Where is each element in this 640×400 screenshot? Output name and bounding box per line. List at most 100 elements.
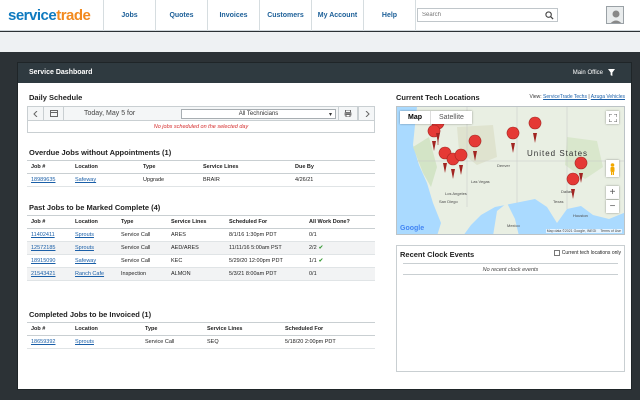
table-row[interactable]: 18915090 Safeway Service Call KEC 5/29/2…: [27, 254, 375, 268]
nav-help[interactable]: Help: [364, 0, 416, 31]
location-link[interactable]: Sprouts: [75, 232, 94, 238]
job-link[interactable]: 18989635: [31, 177, 56, 183]
link-separator: |: [588, 94, 590, 100]
col-type: Type: [139, 160, 199, 174]
terms-link[interactable]: Terms of Use: [600, 229, 621, 233]
work-done-count: 1/1: [309, 258, 317, 264]
nav-quotes[interactable]: Quotes: [156, 0, 208, 31]
map-pin-icon: [506, 126, 520, 140]
col-location: Location: [71, 160, 139, 174]
no-clock-events-message: No recent clock events: [403, 263, 618, 275]
table-row[interactable]: 11402411 Sprouts Service Call ARES 8/1/1…: [27, 228, 375, 242]
azuga-vehicles-link[interactable]: Azuga Vehicles: [590, 94, 625, 100]
tech-locations-heading: Current Tech Locations: [396, 93, 480, 102]
nav-customers[interactable]: Customers: [260, 0, 312, 31]
job-link[interactable]: 11402411: [31, 232, 55, 238]
dashboard-header: Service Dashboard Main Office: [18, 63, 631, 83]
type-cell: Service Call: [141, 335, 203, 349]
calendar-icon: [49, 110, 58, 117]
completed-heading: Completed Jobs to be Invoiced (1): [29, 310, 152, 319]
col-location: Location: [71, 322, 141, 336]
zoom-in-button[interactable]: +: [606, 186, 619, 199]
office-label: Main Office: [572, 69, 603, 76]
table-row[interactable]: 18659392 Sprouts Service Call SEQ 5/18/2…: [27, 335, 375, 349]
col-location: Location: [71, 215, 117, 229]
scheduled-cell: 5/3/21 8:00am PDT: [225, 267, 305, 281]
minus-icon: −: [609, 201, 616, 212]
type-cell: Service Call: [117, 228, 167, 242]
past-jobs-table: Job # Location Type Service Lines Schedu…: [27, 215, 375, 281]
nav-jobs[interactable]: Jobs: [104, 0, 156, 31]
job-link[interactable]: 21543421: [31, 271, 56, 277]
type-cell: Service Call: [117, 254, 167, 268]
type-cell: Inspection: [117, 267, 167, 281]
map-data-text: Map data ©2021 Google, INEGI: [546, 229, 597, 233]
chevron-left-icon: [32, 110, 37, 117]
calendar-button[interactable]: [44, 107, 64, 120]
search-icon[interactable]: [545, 11, 554, 20]
office-filter[interactable]: Main Office: [573, 69, 615, 76]
zoom-out-button[interactable]: −: [606, 200, 619, 213]
job-link[interactable]: 12572185: [31, 245, 56, 251]
current-locations-checkbox[interactable]: [553, 250, 560, 256]
satellite-tab[interactable]: Satellite: [430, 111, 472, 124]
table-row[interactable]: 18989635 Safeway Upgrade BRAIR 4/26/21: [27, 173, 375, 187]
col-service-lines: Service Lines: [167, 215, 225, 229]
map-attribution: Map data ©2021 Google, INEGI Terms of Us…: [545, 229, 622, 233]
servicetrade-techs-link[interactable]: ServiceTrade Techs: [543, 94, 587, 100]
work-done-cell: 2/2 ✔: [305, 241, 375, 255]
google-logo-text: Google: [400, 225, 425, 232]
search-box: [417, 8, 558, 22]
location-link[interactable]: Safeway: [75, 258, 97, 264]
col-scheduled-for: Scheduled For: [281, 322, 375, 336]
tech-map[interactable]: United States Las Vegas Los Angeles San …: [396, 106, 625, 235]
fullscreen-button[interactable]: [606, 111, 619, 124]
subheader-band: [0, 32, 640, 52]
service-lines-cell: ARES: [167, 228, 225, 242]
service-lines-cell: SEQ: [203, 335, 281, 349]
print-button[interactable]: [338, 107, 358, 120]
location-link[interactable]: Ranch Cafe: [75, 271, 105, 277]
col-job: Job #: [27, 322, 71, 336]
due-cell: 4/26/21: [291, 173, 375, 187]
fullscreen-icon: [608, 113, 617, 122]
street-view-button[interactable]: [606, 160, 619, 177]
google-logo: Google: [400, 225, 424, 232]
scheduled-cell: 11/11/16 5:00am PST: [225, 241, 305, 255]
map-view-links: View: ServiceTrade Techs | Azuga Vehicle…: [530, 94, 625, 100]
clock-events-heading: Recent Clock Events: [400, 250, 475, 259]
work-done-cell: 0/1: [305, 267, 375, 281]
job-link[interactable]: 18915090: [31, 258, 56, 264]
user-icon: [610, 10, 622, 23]
user-avatar[interactable]: [606, 6, 624, 24]
clock-events-panel: Recent Clock Events Current tech locatio…: [396, 245, 625, 372]
current-locations-option[interactable]: Current tech locations only: [553, 250, 621, 256]
map-tab[interactable]: Map: [408, 114, 422, 121]
type-cell: Upgrade: [139, 173, 199, 187]
map-city-label: San Diego: [439, 199, 458, 204]
table-row[interactable]: 21543421 Ranch Cafe Inspection ALMON 5/3…: [27, 267, 375, 281]
map-pin-icon: [454, 148, 468, 162]
view-label: View:: [529, 94, 542, 100]
next-day-button[interactable]: [358, 107, 374, 120]
logo-trade-text: trade: [56, 7, 91, 24]
location-link[interactable]: Sprouts: [75, 339, 94, 345]
print-icon: [344, 110, 352, 117]
location-link[interactable]: Sprouts: [75, 245, 94, 251]
location-link[interactable]: Safeway: [75, 177, 97, 183]
col-service-lines: Service Lines: [199, 160, 291, 174]
servicetrade-logo[interactable]: service trade: [8, 6, 91, 25]
prev-day-button[interactable]: [28, 107, 44, 120]
work-done-count: 2/2: [309, 245, 317, 251]
nav-invoices[interactable]: Invoices: [208, 0, 260, 31]
dashboard-body: Daily Schedule Today, May 5 for All Tech…: [27, 93, 625, 383]
work-done-count: 0/1: [309, 232, 317, 238]
job-link[interactable]: 18659392: [31, 339, 56, 345]
nav-my-account[interactable]: My Account: [312, 0, 364, 31]
work-done-cell: 1/1 ✔: [305, 254, 375, 268]
search-input[interactable]: [422, 12, 540, 18]
map-pins: [427, 116, 588, 199]
table-row[interactable]: 12572185 Sprouts Service Call AED/ARES 1…: [27, 241, 375, 255]
technician-select[interactable]: All Technicians ▾: [181, 109, 336, 119]
map-city-label: Las Vegas: [471, 179, 490, 184]
